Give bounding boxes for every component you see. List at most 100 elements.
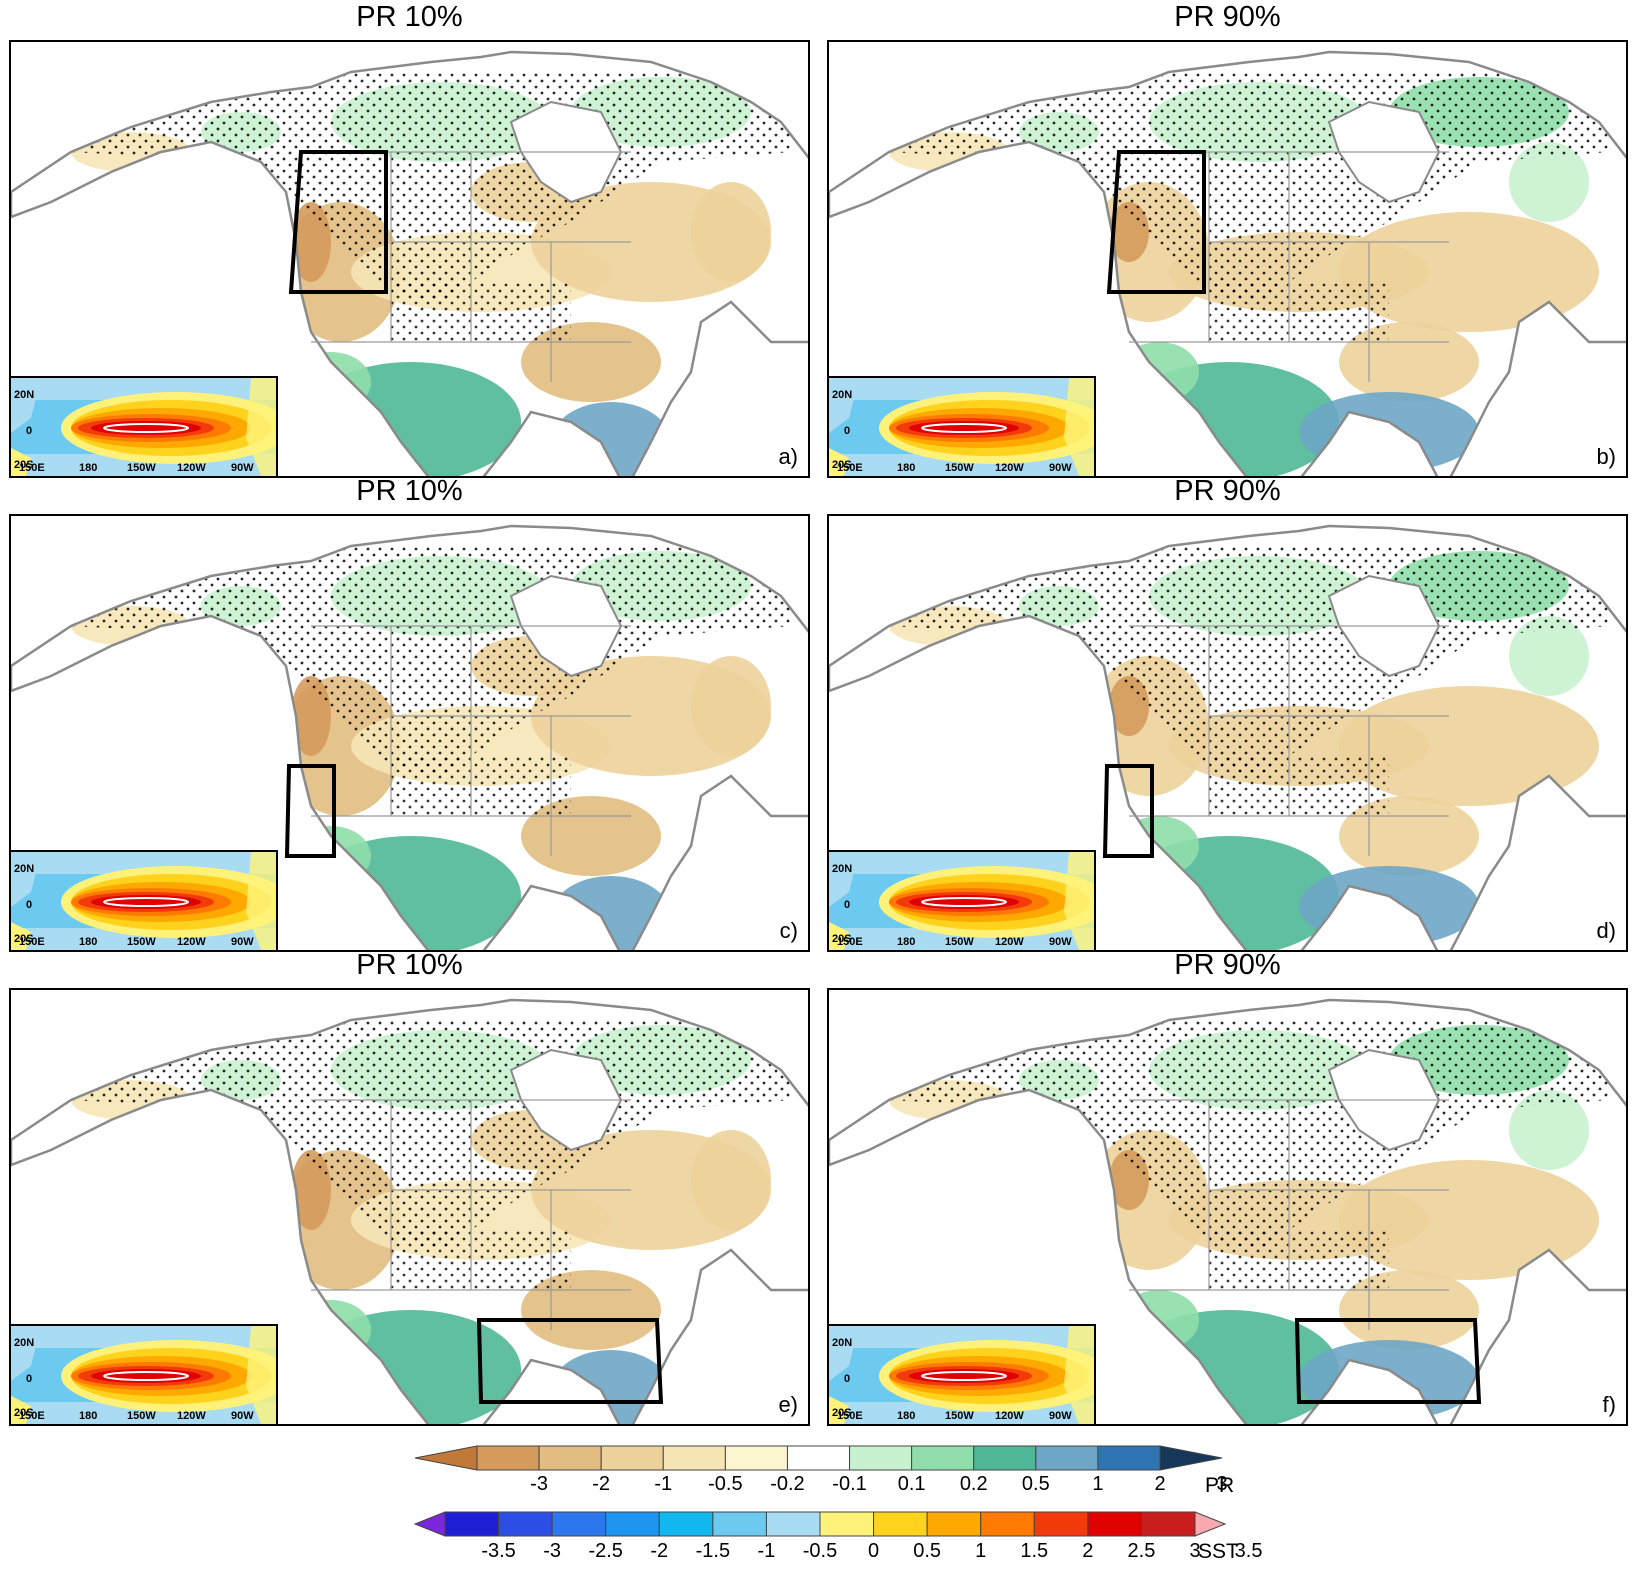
inset-lat-label: 0 <box>844 1373 851 1385</box>
colorbar-tick-label: 2 <box>1154 1473 1166 1495</box>
colorbar-swatch <box>1140 1511 1196 1537</box>
inset-lon-label: 150E <box>19 462 45 474</box>
map-frame <box>827 40 1628 478</box>
colorbar-swatch <box>1097 1445 1161 1471</box>
panel-a: PR 10% 20N 0 20S 150E 180 150W 120W 90W a) <box>9 1 810 478</box>
colorbar-tick-label: 1 <box>975 1540 987 1562</box>
inset-lat-label: 0 <box>844 425 851 437</box>
colorbar-swatch <box>849 1445 913 1471</box>
colorbar-tick-label: -0.2 <box>770 1473 805 1495</box>
colorbar-tick-label: 0.5 <box>913 1540 942 1562</box>
inset-lon-label: 150W <box>945 1410 974 1422</box>
colorbar-swatch <box>498 1511 553 1537</box>
colorbar-swatch <box>662 1445 726 1471</box>
colorbar-tick-label: 3.5 <box>1234 1540 1263 1562</box>
colorbar-swatch <box>873 1511 928 1537</box>
inset-lat-label: 20N <box>14 863 35 875</box>
colorbar-swatch <box>444 1511 500 1537</box>
panel-label: f) <box>1602 1392 1616 1417</box>
inset-lon-label: 180 <box>79 462 98 474</box>
inset-lon-label: 90W <box>231 1410 254 1422</box>
inset-lat-label: 20N <box>832 1337 853 1349</box>
colorbar-swatch <box>712 1511 767 1537</box>
inset-lat-label: 20S <box>832 1407 852 1419</box>
colorbar-tick-label: 3 <box>1189 1540 1201 1562</box>
panel-title: PR 90% <box>1174 949 1281 981</box>
panel-f: PR 90% 20N 0 20S 150E 180 150W 120W 90W f) <box>827 949 1628 1426</box>
sst-inset-map: 20N 0 20S 150E 180 150W 120W 90W <box>827 850 1096 952</box>
inset-lat-label: 20S <box>14 1407 34 1419</box>
panel-title: PR 10% <box>356 949 463 981</box>
inset-lat-label: 20S <box>14 933 34 945</box>
colorbar-tick-label: -3 <box>530 1473 548 1495</box>
colorbar-tick-label: -1 <box>757 1540 776 1562</box>
colorbar-tick-label: 0 <box>868 1540 880 1562</box>
colorbar-swatch <box>1159 1445 1223 1471</box>
panel-label: c) <box>779 918 798 943</box>
inset-lat-label: 20N <box>832 389 853 401</box>
inset-lon-label: 150E <box>837 936 863 948</box>
inset-lat-label: 20N <box>14 389 35 401</box>
colorbar-tick-label: -0.5 <box>708 1473 743 1495</box>
colorbar-swatch <box>1087 1511 1142 1537</box>
inset-lon-label: 90W <box>231 936 254 948</box>
colorbar-swatch <box>658 1511 714 1537</box>
colorbar-tick-label: 1.5 <box>1020 1540 1049 1562</box>
inset-lon-label: 180 <box>897 462 916 474</box>
inset-lon-label: 90W <box>1049 1410 1072 1422</box>
inset-lon-label: 180 <box>79 936 98 948</box>
inset-lon-label: 90W <box>231 462 254 474</box>
colorbar-tick-label: -3 <box>543 1540 562 1562</box>
inset-lon-label: 90W <box>1049 936 1072 948</box>
inset-lat-label: 20S <box>832 459 852 471</box>
inset-lat-label: 0 <box>26 425 33 437</box>
colorbar-swatch <box>819 1511 875 1537</box>
panel-label: a) <box>778 444 798 469</box>
inset-lon-label: 120W <box>995 462 1024 474</box>
inset-lon-label: 150E <box>19 1410 45 1422</box>
inset-lat-label: 0 <box>26 899 33 911</box>
colorbar-name: PR <box>1205 1474 1235 1497</box>
sst-inset-map: 20N 0 20S 150E 180 150W 120W 90W <box>9 1324 278 1426</box>
colorbar-swatch <box>980 1511 1035 1537</box>
panel-label: d) <box>1596 918 1616 943</box>
colorbar-tick-label: 0.1 <box>897 1473 926 1495</box>
inset-lat-label: 20N <box>14 1337 35 1349</box>
colorbar-tick-label: -0.5 <box>802 1540 838 1562</box>
inset-lon-label: 180 <box>897 936 916 948</box>
colorbar-swatch <box>538 1445 602 1471</box>
colorbar-swatch <box>413 1511 446 1537</box>
panel-label: e) <box>778 1392 798 1417</box>
colorbar-swatch <box>765 1511 821 1537</box>
colorbar-tick-label: -2.5 <box>588 1540 623 1562</box>
panel-b: PR 90% 20N 0 20S 150E 180 150W 120W 90W b) <box>827 1 1628 478</box>
panel-title: PR 90% <box>1174 1 1281 33</box>
colorbar-tick-label: -1.5 <box>695 1540 731 1562</box>
colorbar-swatch <box>1035 1445 1099 1471</box>
colorbar-tick-label: -2 <box>592 1473 611 1495</box>
sst-inset-map: 20N 0 20S 150E 180 150W 120W 90W <box>9 850 278 952</box>
colorbar-swatch <box>1033 1511 1089 1537</box>
sst-inset-map: 20N 0 20S 150E 180 150W 120W 90W <box>9 376 278 478</box>
colorbar-swatch <box>724 1445 788 1471</box>
panel-e: PR 10% 20N 0 20S 150E 180 150W 120W 90W e) <box>9 949 810 1426</box>
inset-lat-label: 20N <box>832 863 853 875</box>
colorbar-swatch <box>786 1445 851 1471</box>
inset-lat-label: 20S <box>14 459 34 471</box>
inset-lon-label: 150W <box>127 1410 156 1422</box>
inset-lon-label: 150E <box>19 936 45 948</box>
inset-lon-label: 120W <box>995 1410 1024 1422</box>
inset-lon-label: 150E <box>837 1410 863 1422</box>
colorbar-tick-label: 0.5 <box>1021 1473 1050 1495</box>
colorbar-tick-label: -2 <box>650 1540 669 1562</box>
inset-lon-label: 150W <box>127 936 156 948</box>
map-frame <box>9 40 810 478</box>
inset-lon-label: 150W <box>127 462 156 474</box>
inset-lon-label: 180 <box>897 1410 916 1422</box>
inset-lon-label: 90W <box>1049 462 1072 474</box>
panel-c: PR 10% 20N 0 20S 150E 180 150W 120W 90W c) <box>9 475 810 952</box>
sst-inset-map: 20N 0 20S 150E 180 150W 120W 90W <box>827 376 1096 478</box>
sst-inset-map: 20N 0 20S 150E 180 150W 120W 90W <box>827 1324 1096 1426</box>
inset-lat-label: 0 <box>26 1373 33 1385</box>
inset-lon-label: 120W <box>177 936 206 948</box>
